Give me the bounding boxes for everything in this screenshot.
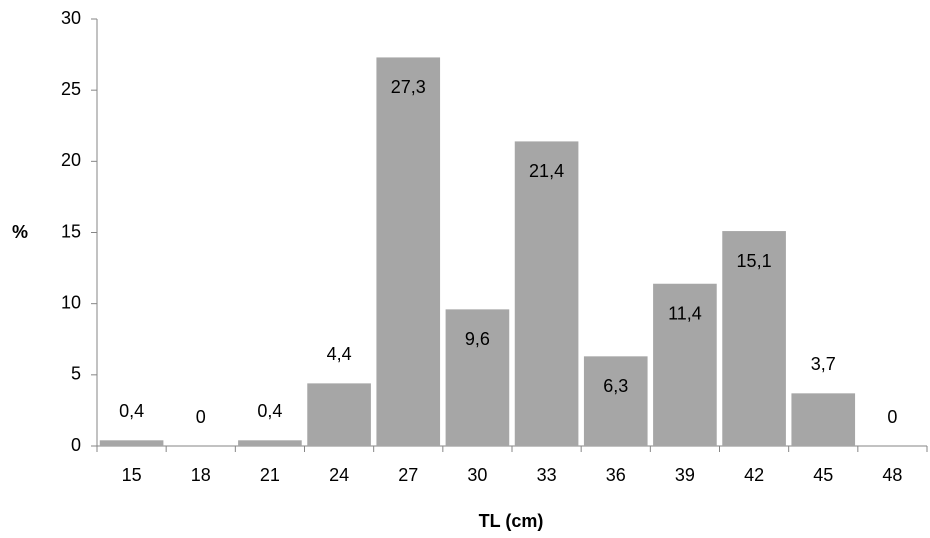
bar: [445, 309, 510, 446]
bar: [722, 231, 786, 446]
x-tick-label: 45: [813, 465, 833, 485]
bar: [791, 393, 856, 446]
x-tick-label: 21: [260, 465, 280, 485]
y-tick-label: 20: [61, 150, 81, 170]
x-tick-label: 15: [122, 465, 142, 485]
x-tick-label: 18: [191, 465, 211, 485]
bar: [376, 57, 441, 447]
x-tick-label: 33: [537, 465, 557, 485]
x-tick-label: 30: [467, 465, 487, 485]
y-tick-label: 10: [61, 292, 81, 312]
bar: [514, 141, 579, 446]
x-tick-label: 48: [882, 465, 902, 485]
data-label: 9,6: [465, 329, 490, 349]
data-label: 15,1: [737, 251, 772, 271]
data-label: 4,4: [327, 344, 352, 364]
x-tick-label: 36: [606, 465, 626, 485]
x-tick-label: 27: [398, 465, 418, 485]
y-tick-label: 25: [61, 79, 81, 99]
bar: [99, 440, 164, 446]
bar: [307, 383, 371, 446]
y-tick-label: 5: [71, 364, 81, 384]
x-tick-label: 42: [744, 465, 764, 485]
data-label: 27,3: [391, 77, 426, 97]
data-label: 0: [887, 407, 897, 427]
data-label: 21,4: [529, 161, 564, 181]
y-tick-label: 30: [61, 8, 81, 28]
x-tick-label: 39: [675, 465, 695, 485]
bar: [653, 283, 717, 446]
data-label: 3,7: [811, 354, 836, 374]
bar: [238, 440, 302, 446]
y-tick-label: 15: [61, 221, 81, 241]
data-label: 6,3: [603, 376, 628, 396]
data-label: 0,4: [119, 401, 144, 421]
x-axis-title: TL (cm): [479, 511, 544, 531]
data-label: 0: [196, 407, 206, 427]
x-tick-label: 24: [329, 465, 349, 485]
y-axis-title: %: [12, 222, 28, 242]
data-label: 0,4: [257, 401, 282, 421]
bar: [583, 356, 648, 446]
y-tick-label: 0: [71, 435, 81, 455]
data-label: 11,4: [668, 303, 702, 323]
